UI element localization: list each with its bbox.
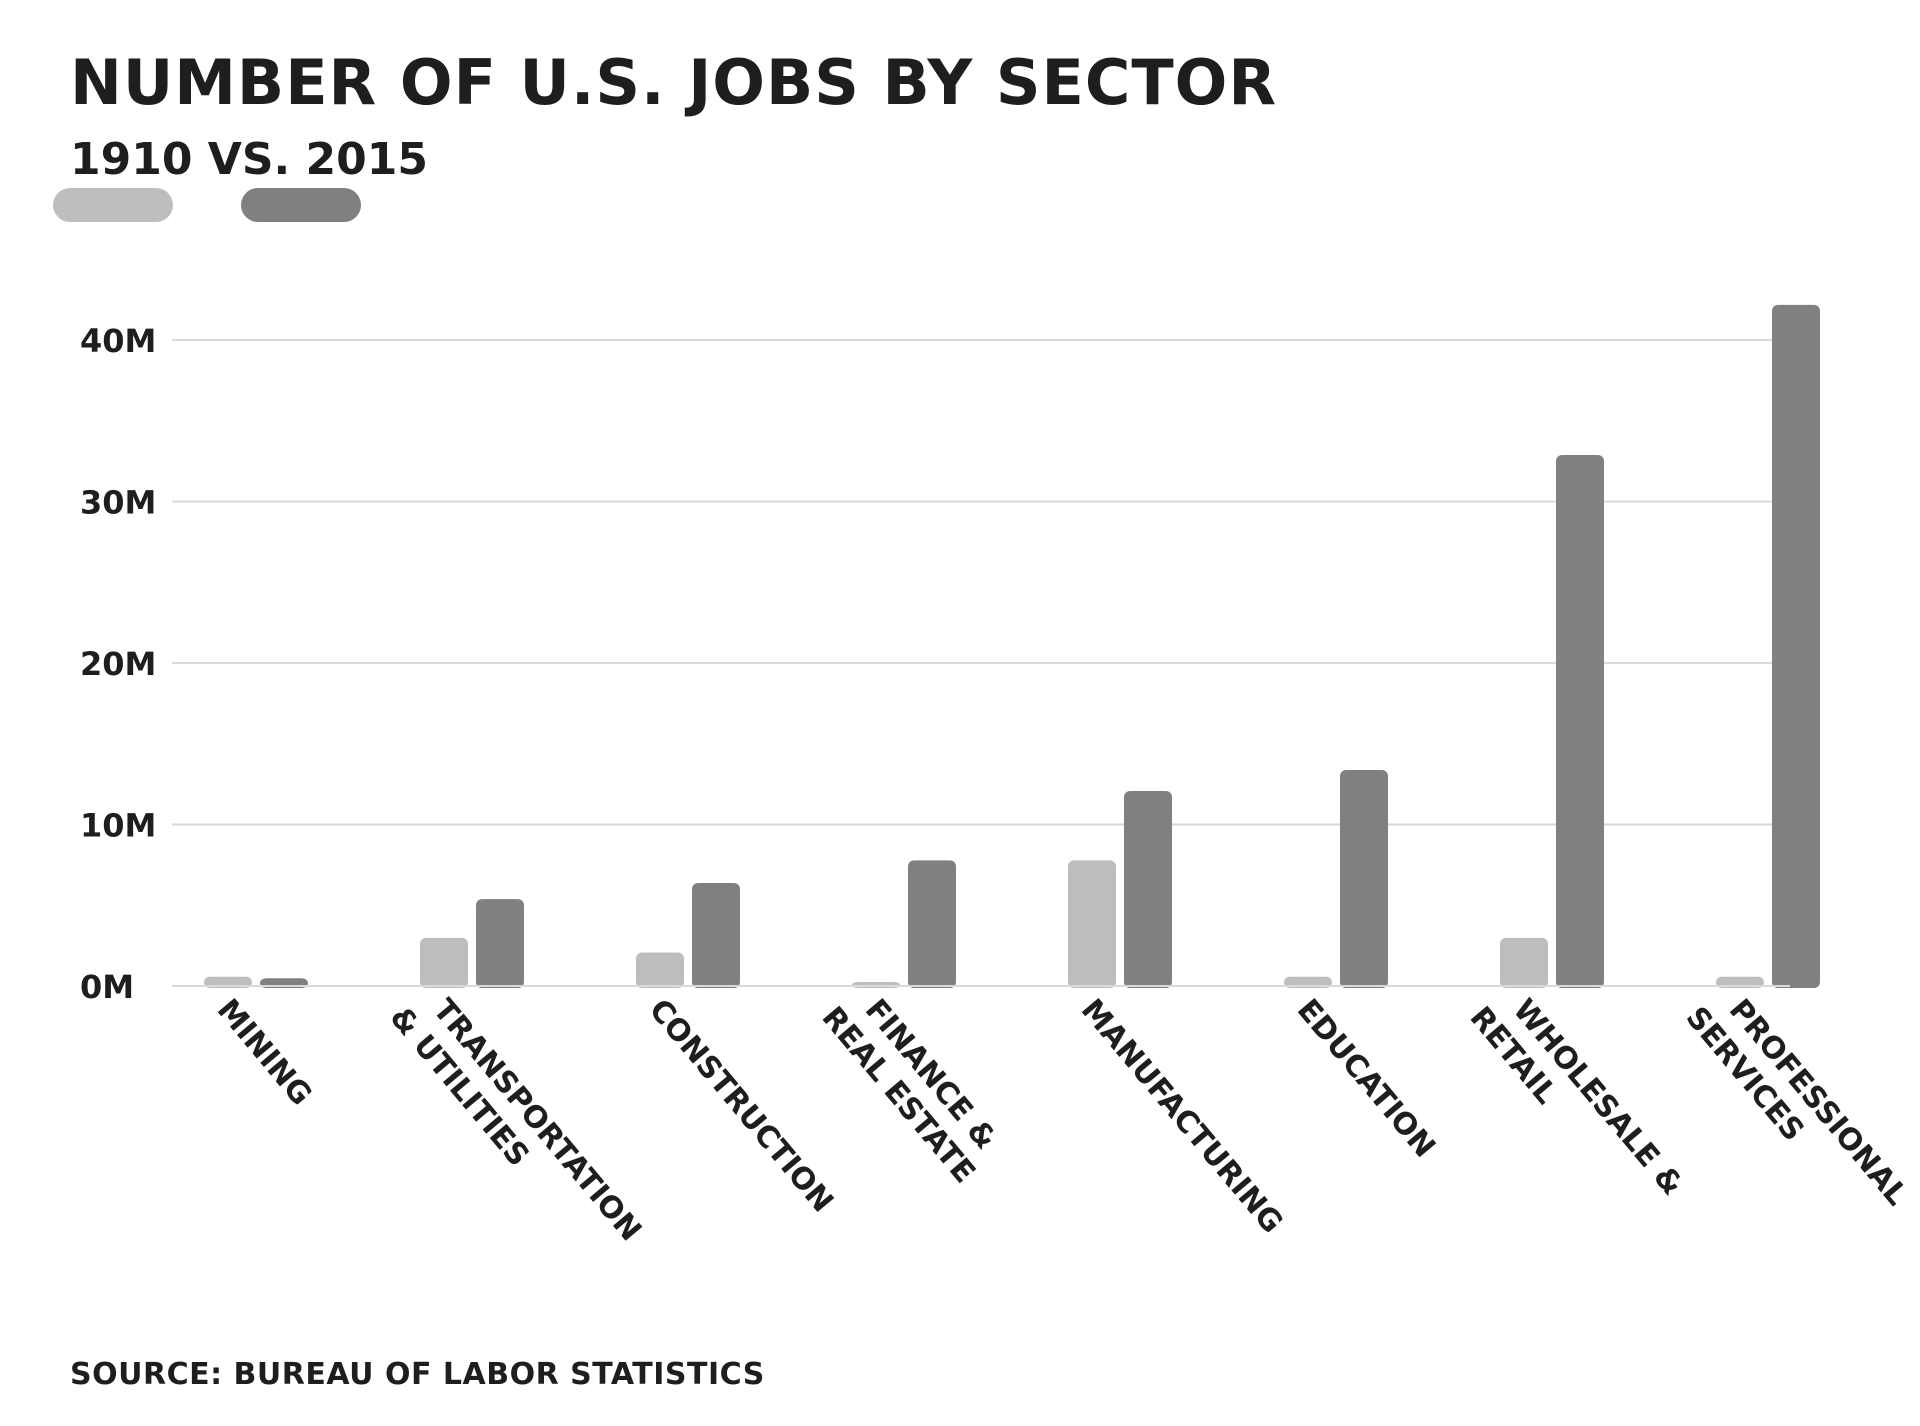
bars — [204, 304, 1820, 989]
y-tick-label: 20M — [80, 645, 156, 683]
legend-swatch-series-1 — [53, 188, 173, 222]
source-note: SOURCE: BUREAU OF LABOR STATISTICS — [70, 1357, 765, 1392]
x-category-label: CONSTRUCTION — [642, 993, 840, 1220]
x-category-label: FINANCE &REAL ESTATE — [815, 976, 1011, 1190]
x-category-label: MANUFACTURING — [1074, 993, 1290, 1240]
bar-series-1 — [1500, 937, 1548, 988]
x-category-label: PROFESSIONALSERVICES — [1679, 976, 1915, 1237]
gridlines — [172, 339, 1790, 826]
bar-series-2 — [1772, 304, 1820, 989]
y-tick-label: 0M — [80, 968, 134, 1006]
bar-series-1 — [1068, 860, 1116, 988]
x-category-label: MINING — [210, 993, 318, 1113]
chart-title: NUMBER OF U.S. JOBS BY SECTOR — [70, 46, 1278, 119]
legend-swatch-series-2 — [241, 188, 361, 222]
chart-subtitle: 1910 VS. 2015 — [70, 134, 429, 185]
y-tick-label: 30M — [80, 484, 156, 522]
x-category-label: EDUCATION — [1290, 993, 1442, 1165]
bar-series-2 — [476, 899, 524, 988]
y-tick-label: 40M — [80, 322, 156, 360]
x-axis-category-labels: MINING TRANSPORTATION& UTILITIES CONSTRUCT… — [210, 976, 1915, 1273]
bar-series-2 — [692, 883, 740, 988]
x-category-label: WHOLESALE &RETAIL — [1463, 976, 1690, 1227]
y-tick-label: 10M — [80, 807, 156, 845]
bar-series-2 — [1340, 769, 1388, 988]
bar-series-2 — [1124, 790, 1172, 988]
bar-series-1 — [420, 937, 468, 988]
y-axis-tick-labels: 0M 10M 20M 30M 40M — [80, 322, 156, 1006]
bar-series-2 — [908, 860, 956, 988]
bar-series-1 — [636, 952, 684, 988]
bar-series-2 — [1556, 455, 1604, 988]
x-category-label: TRANSPORTATION& UTILITIES — [383, 976, 648, 1273]
